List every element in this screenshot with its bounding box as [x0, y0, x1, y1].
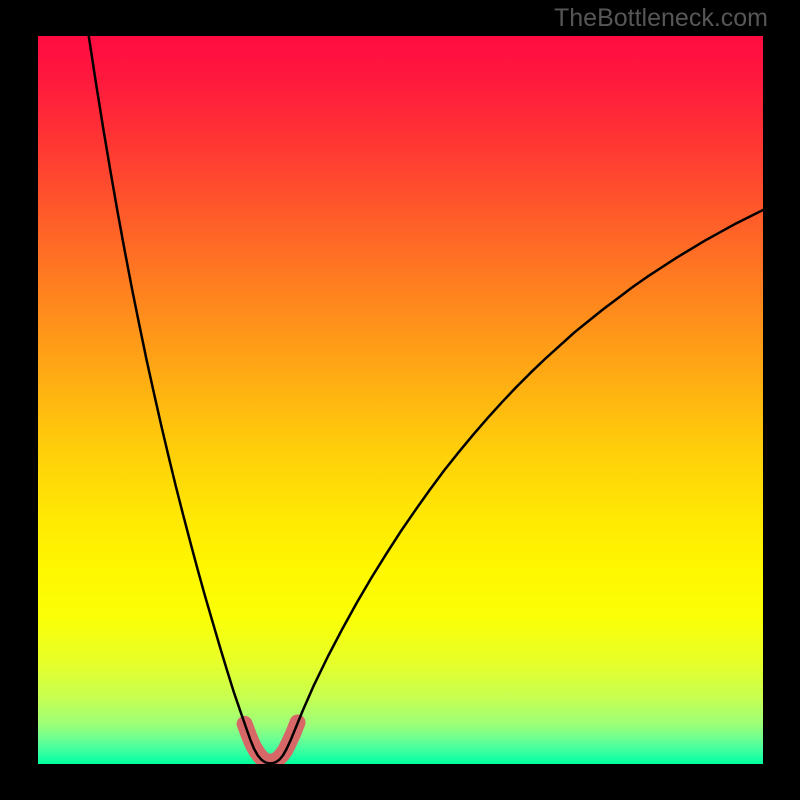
watermark-text: TheBottleneck.com [554, 4, 768, 33]
curves-layer [38, 36, 763, 764]
bottleneck-curve [89, 36, 763, 763]
plot-area [38, 36, 763, 764]
chart-frame: TheBottleneck.com [0, 0, 800, 800]
